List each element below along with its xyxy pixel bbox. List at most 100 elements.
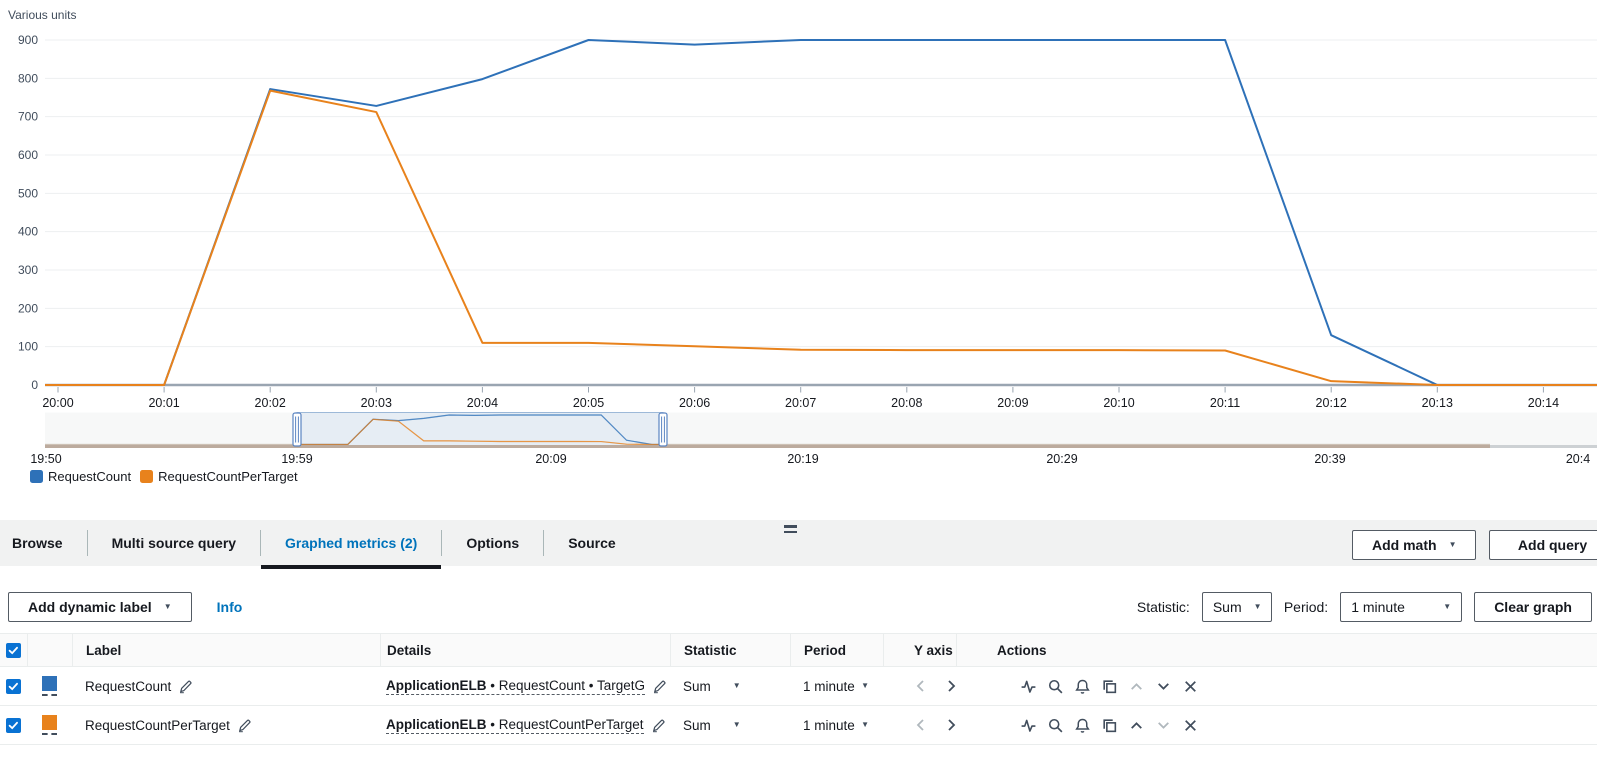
brush-handle[interactable] xyxy=(658,412,668,447)
legend-swatch-orange xyxy=(140,470,154,483)
tab-source[interactable]: Source xyxy=(543,530,639,556)
statistic-label: Statistic: xyxy=(1136,599,1190,615)
check-icon xyxy=(8,721,18,729)
graphed-metrics-toolbar: Add dynamic label ▼ Info Statistic: Sum … xyxy=(0,592,1597,624)
move-down-icon[interactable] xyxy=(1155,717,1172,734)
tab-graphed-metrics[interactable]: Graphed metrics (2) xyxy=(260,530,442,569)
select-all-checkbox[interactable] xyxy=(6,642,21,658)
y-axis-tick: 200 xyxy=(18,301,38,315)
y-axis-tick: 100 xyxy=(18,340,38,354)
metrics-chart[interactable]: 0 100 200 300 400 500 600 700 800 900 20:00 20:01 20… xyxy=(0,0,1597,466)
yaxis-right-icon[interactable] xyxy=(943,717,959,733)
caret-down-icon: ▼ xyxy=(732,681,741,690)
y-axis-tick: 0 xyxy=(31,378,38,392)
x-axis-tick: 20:12 xyxy=(1316,396,1347,410)
move-up-icon[interactable] xyxy=(1128,717,1145,734)
row-period-dropdown[interactable]: 1 minute ▼ xyxy=(803,678,869,694)
x-axis-tick: 20:08 xyxy=(891,396,922,410)
table-header-row: Label Details Statistic Period Y axis Ac… xyxy=(0,633,1597,667)
chart-units-label: Various units xyxy=(8,8,77,22)
tab-browse[interactable]: Browse xyxy=(12,535,63,551)
alarm-bell-icon[interactable] xyxy=(1074,717,1091,734)
row-checkbox[interactable] xyxy=(6,717,21,733)
brush-track[interactable] xyxy=(45,412,1597,447)
series-line-RequestCountPerTarget[interactable] xyxy=(45,89,1597,386)
y-axis-tick: 400 xyxy=(18,225,38,239)
brush-axis-tick: 19:59 xyxy=(281,452,312,466)
clear-graph-button[interactable]: Clear graph xyxy=(1474,592,1592,622)
x-axis-tick: 20:04 xyxy=(467,396,498,410)
brush-handle[interactable] xyxy=(292,412,302,447)
caret-down-icon: ▼ xyxy=(861,720,869,729)
x-axis-tick: 20:01 xyxy=(148,396,179,410)
move-up-icon[interactable] xyxy=(1128,678,1145,695)
remove-icon[interactable] xyxy=(1182,678,1199,695)
edit-details-pencil-icon[interactable] xyxy=(652,679,667,694)
duplicate-icon[interactable] xyxy=(1101,678,1118,695)
row-statistic-dropdown[interactable]: Sum ▼ xyxy=(683,717,741,733)
metric-details[interactable]: ApplicationELB • RequestCount • TargetG xyxy=(386,677,646,695)
tab-multi-source-query[interactable]: Multi source query xyxy=(86,530,260,556)
zoom-icon[interactable] xyxy=(1047,717,1064,734)
header-swatch-spacer xyxy=(27,634,72,666)
zoom-icon[interactable] xyxy=(1047,678,1064,695)
x-axis-tick: 20:00 xyxy=(42,396,73,410)
edit-label-pencil-icon[interactable] xyxy=(237,718,252,733)
table-row-requestcount: RequestCount ApplicationELB • RequestCou… xyxy=(0,667,1597,706)
column-header-actions: Actions xyxy=(956,634,1597,666)
info-link[interactable]: Info xyxy=(216,599,243,615)
remove-icon[interactable] xyxy=(1182,717,1199,734)
y-axis-tick: 900 xyxy=(18,33,38,47)
row-checkbox[interactable] xyxy=(6,678,21,694)
column-header-details: Details xyxy=(380,634,670,666)
period-select[interactable]: 1 minute ▼ xyxy=(1340,592,1463,622)
legend-label: RequestCountPerTarget xyxy=(158,469,298,484)
check-icon xyxy=(8,682,18,690)
graph-pulse-icon[interactable] xyxy=(1020,717,1037,734)
column-header-label: Label xyxy=(72,634,380,666)
table-row-requestcountpertarget: RequestCountPerTarget ApplicationELB • R… xyxy=(0,706,1597,745)
x-axis-tick: 20:14 xyxy=(1528,396,1559,410)
brush-axis-tick: 20:29 xyxy=(1046,452,1077,466)
brush-mini-line-selected xyxy=(297,418,663,446)
edit-details-pencil-icon[interactable] xyxy=(651,718,666,733)
x-axis-tick: 20:02 xyxy=(255,396,286,410)
yaxis-left-icon[interactable] xyxy=(913,717,929,733)
row-statistic-dropdown[interactable]: Sum ▼ xyxy=(683,678,741,694)
graph-pulse-icon[interactable] xyxy=(1020,678,1037,695)
x-axis-tick: 20:07 xyxy=(785,396,816,410)
add-query-button[interactable]: Add query ▼ xyxy=(1489,530,1597,560)
add-math-button[interactable]: Add math ▼ xyxy=(1352,530,1477,560)
caret-down-icon: ▼ xyxy=(1253,602,1262,611)
x-axis-tick: 20:03 xyxy=(361,396,392,410)
edit-label-pencil-icon[interactable] xyxy=(178,679,193,694)
alarm-bell-icon[interactable] xyxy=(1074,678,1091,695)
x-axis-tick: 20:05 xyxy=(573,396,604,410)
add-dynamic-label-button[interactable]: Add dynamic label ▼ xyxy=(8,592,192,622)
row-period-dropdown[interactable]: 1 minute ▼ xyxy=(803,717,869,733)
metric-color-swatch[interactable] xyxy=(42,676,57,696)
x-axis-tick: 20:11 xyxy=(1210,396,1240,410)
legend-label: RequestCount xyxy=(48,469,132,484)
metric-color-swatch[interactable] xyxy=(42,715,57,735)
x-axis-tick: 20:06 xyxy=(679,396,710,410)
brush-axis-tick: 19:50 xyxy=(30,452,61,466)
column-header-statistic: Statistic xyxy=(670,634,790,666)
column-header-yaxis: Y axis xyxy=(883,634,956,666)
yaxis-right-icon[interactable] xyxy=(943,678,959,694)
y-axis-tick: 800 xyxy=(18,71,38,85)
legend-item-requestcountpertarget[interactable]: RequestCountPerTarget xyxy=(140,469,298,484)
metrics-panel: Browse Multi source query Graphed metric… xyxy=(0,520,1597,569)
yaxis-left-icon[interactable] xyxy=(913,678,929,694)
column-header-period: Period xyxy=(790,634,883,666)
legend-swatch-blue xyxy=(30,470,43,483)
legend-item-requestcount[interactable]: RequestCount xyxy=(30,469,131,484)
statistic-select[interactable]: Sum ▼ xyxy=(1201,592,1272,622)
tab-options[interactable]: Options xyxy=(441,530,543,556)
duplicate-icon[interactable] xyxy=(1101,717,1118,734)
panel-buttons: Add math ▼ Add query ▼ xyxy=(1352,530,1597,560)
x-axis-tick: 20:13 xyxy=(1422,396,1453,410)
move-down-icon[interactable] xyxy=(1155,678,1172,695)
panel-resize-handle[interactable] xyxy=(784,525,797,536)
metric-details[interactable]: ApplicationELB • RequestCountPerTarget xyxy=(386,716,644,734)
